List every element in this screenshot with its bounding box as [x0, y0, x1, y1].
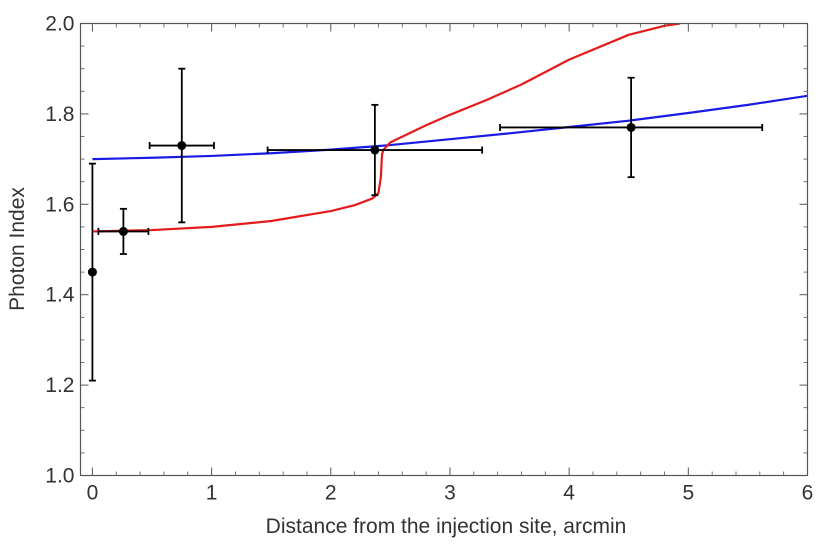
y-tick-label: 1.8 [45, 103, 74, 126]
series-line-model-blue [92, 94, 808, 161]
x-tick-label: 1 [206, 482, 218, 505]
model-curves [92, 23, 808, 233]
data-point-4 [266, 103, 484, 197]
series-line-model-red [92, 23, 681, 233]
point-marker [177, 141, 187, 151]
x-tick-label: 6 [802, 482, 814, 505]
data-point-5 [499, 76, 764, 179]
data-point-3 [148, 67, 215, 224]
y-axis-title: Photon Index [6, 187, 29, 311]
y-tick-label: 2.0 [45, 13, 74, 36]
y-tick-label: 1.0 [45, 465, 74, 488]
data-points [87, 67, 764, 382]
y-tick-label: 1.6 [45, 193, 74, 216]
x-tick-label: 2 [325, 482, 337, 505]
y-tick-label: 1.2 [45, 374, 74, 397]
axes: 0 1 2 3 4 5 6 1.0 1.2 1.4 1.6 1.8 2.0 [45, 13, 813, 505]
x-tick-label: 0 [87, 482, 99, 505]
x-tick-label: 5 [682, 482, 694, 505]
x-axis-title: Distance from the injection site, arcmin [266, 515, 627, 538]
data-point-1 [87, 162, 97, 382]
point-marker [118, 226, 128, 236]
point-marker [370, 145, 380, 155]
x-tick-label: 4 [563, 482, 575, 505]
point-marker [626, 122, 636, 132]
y-tick-label: 1.4 [45, 284, 75, 307]
point-marker [87, 267, 97, 277]
data-point-2 [97, 207, 150, 255]
x-tick-label: 3 [444, 482, 456, 505]
